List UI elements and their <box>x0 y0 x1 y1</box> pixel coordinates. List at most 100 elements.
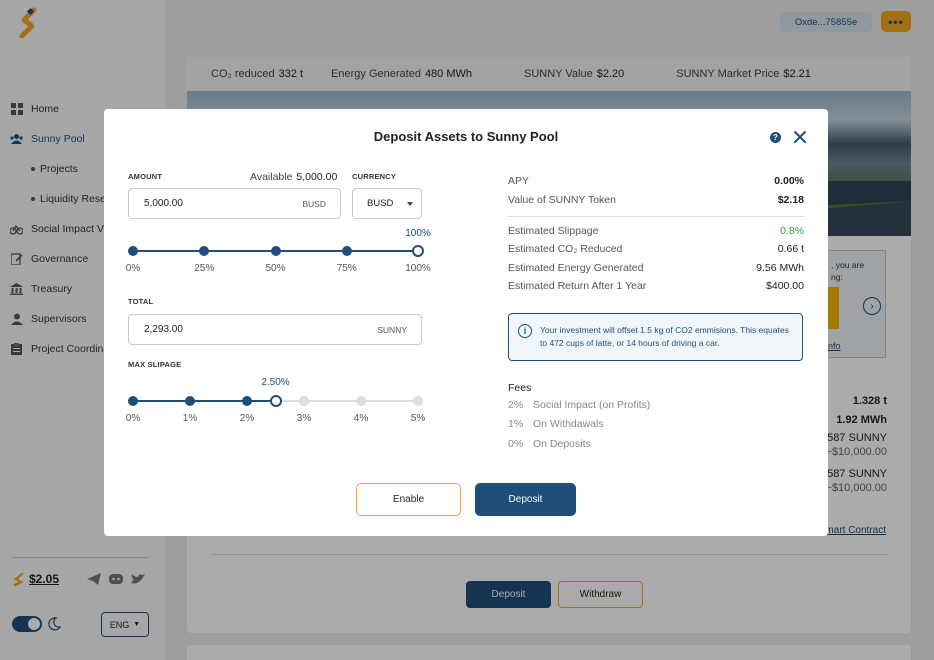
sunny-logo-icon[interactable] <box>14 6 44 38</box>
sidebar-item-supervisors[interactable]: Supervisors <box>10 304 160 334</box>
total-unit: SUNNY <box>377 324 407 335</box>
detail-label: Estimated Return After 1 Year <box>508 280 647 292</box>
slippage-label: MAX SLIPAGE <box>128 360 182 369</box>
amount-slider[interactable] <box>128 244 424 258</box>
stat-energy: Energy Generated 480 MWh <box>331 68 472 80</box>
detail-value: 0.8% <box>780 225 804 237</box>
sidebar-item-label: Treasury <box>31 283 73 295</box>
sidebar-item-label: Projects <box>40 163 78 175</box>
slider-tick-label: 1% <box>182 413 198 424</box>
slider-handle[interactable] <box>412 245 424 257</box>
amount-input[interactable]: 5,000.00 BUSD <box>128 188 341 219</box>
stat-label: CO₂ reduced <box>211 68 275 80</box>
fee-label: On Withdawals <box>533 418 604 430</box>
sidebar-item-liquidity-reserve[interactable]: Liquidity Reserve <box>10 184 160 214</box>
slippage-slider[interactable] <box>128 394 423 408</box>
amount-unit: BUSD <box>302 198 326 209</box>
fee-pct: 0% <box>508 438 524 450</box>
slider-tick-label: 3% <box>296 413 312 424</box>
telegram-icon[interactable] <box>86 571 102 587</box>
close-icon[interactable] <box>793 130 807 144</box>
sidebar-item-home[interactable]: Home <box>10 94 160 124</box>
fee-pct: 2% <box>508 399 524 411</box>
stat-label: SUNNY Value <box>524 68 593 80</box>
slider-tick-label: 0% <box>125 413 141 424</box>
slider-step[interactable] <box>185 396 195 406</box>
detail-apy: APY 0.00% <box>508 175 804 189</box>
chevron-right-icon[interactable]: › <box>863 297 881 315</box>
stat-value: 332 t <box>278 68 304 80</box>
info-card: , you are ng: › nfo <box>827 250 886 358</box>
pool-stat-co2: 1.328 t <box>852 395 887 407</box>
pool-stat-sunny-2: ,587 SUNNY <box>824 468 887 480</box>
clipboard-icon <box>10 343 23 355</box>
discord-icon[interactable] <box>108 571 124 587</box>
detail-label: APY <box>508 175 530 187</box>
slider-tick-label: 100% <box>405 263 431 274</box>
info-icon: i <box>518 324 532 338</box>
moon-icon <box>48 617 61 631</box>
more-button[interactable]: ••• <box>881 11 911 32</box>
info-card-link[interactable]: nfo <box>828 341 841 351</box>
sidebar-item-project-coordinators[interactable]: Project Coordinators <box>10 334 160 364</box>
slider-step[interactable] <box>356 396 366 406</box>
social-links <box>86 571 146 587</box>
slider-tick-label: 5% <box>410 413 426 424</box>
help-icon[interactable]: ? <box>770 132 781 143</box>
pool-withdraw-button[interactable]: Withdraw <box>558 581 643 608</box>
fee-label: On Deposits <box>533 438 591 450</box>
pool-deposit-button[interactable]: Deposit <box>466 581 551 608</box>
stat-value: $2.21 <box>783 68 811 80</box>
detail-value: $400.00 <box>766 280 804 292</box>
available-balance: Available 5,000.00 <box>250 171 337 183</box>
smart-contract-link[interactable]: mart Contract <box>825 525 886 536</box>
dashboard-icon <box>10 103 23 115</box>
sidebar-item-governance[interactable]: Governance <box>10 244 160 274</box>
slider-step[interactable] <box>199 246 210 256</box>
bike-icon <box>10 223 23 235</box>
slippage-slider-current: 2.50% <box>261 377 290 388</box>
fee-item: 0% On Deposits <box>508 438 591 450</box>
twitter-icon[interactable] <box>130 571 146 587</box>
wallet-button[interactable]: Oxde...75855e <box>780 12 872 32</box>
bullet-icon <box>31 167 35 171</box>
slider-handle[interactable] <box>269 395 282 407</box>
total-field: 2,293.00 SUNNY <box>128 314 422 345</box>
token-price[interactable]: $2.05 <box>12 572 59 586</box>
stat-label: SUNNY Market Price <box>676 68 780 80</box>
slider-step[interactable] <box>128 396 138 406</box>
slider-step[interactable] <box>413 396 423 406</box>
sidebar-item-sunny-pool[interactable]: Sunny Pool <box>10 124 160 154</box>
deposit-button[interactable]: Deposit <box>475 483 576 516</box>
slider-step[interactable] <box>299 396 309 406</box>
stat-co2: CO₂ reduced 332 t <box>211 68 303 80</box>
detail-return: Estimated Return After 1 Year $400.00 <box>508 280 804 294</box>
slider-step[interactable] <box>128 246 138 256</box>
stat-value: $2.20 <box>596 68 625 80</box>
secondary-card <box>187 645 911 660</box>
theme-toggle[interactable] <box>12 616 42 632</box>
details-divider <box>508 216 804 217</box>
slider-step[interactable] <box>341 246 352 256</box>
language-select[interactable]: ENG ▼ <box>101 612 149 637</box>
available-value: 5,000.00 <box>296 171 338 183</box>
sidebar-item-label: Governance <box>31 253 89 265</box>
info-card-accent <box>828 287 839 329</box>
sidebar-item-projects[interactable]: Projects <box>10 154 160 184</box>
slider-tick-label: 50% <box>265 263 286 274</box>
detail-label: Estimated CO₂ Reduced <box>508 243 623 255</box>
slider-step[interactable] <box>242 396 252 406</box>
pool-stat-sunny-1: ,587 SUNNY <box>824 432 887 444</box>
slider-step[interactable] <box>270 246 281 256</box>
sidebar-item-treasury[interactable]: Treasury <box>10 274 160 304</box>
modal-title: Deposit Assets to Sunny Pool <box>373 129 559 144</box>
sidebar-divider <box>12 557 149 558</box>
bank-icon <box>10 283 23 295</box>
enable-button[interactable]: Enable <box>356 483 461 516</box>
currency-select[interactable]: BUSD <box>352 188 422 219</box>
detail-slippage: Estimated Slippage 0.8% <box>508 225 804 239</box>
slider-tick-label: 2% <box>239 413 255 424</box>
stat-label: Energy Generated <box>331 68 421 80</box>
person-icon <box>10 313 23 325</box>
sidebar-item-label: Home <box>31 103 60 115</box>
